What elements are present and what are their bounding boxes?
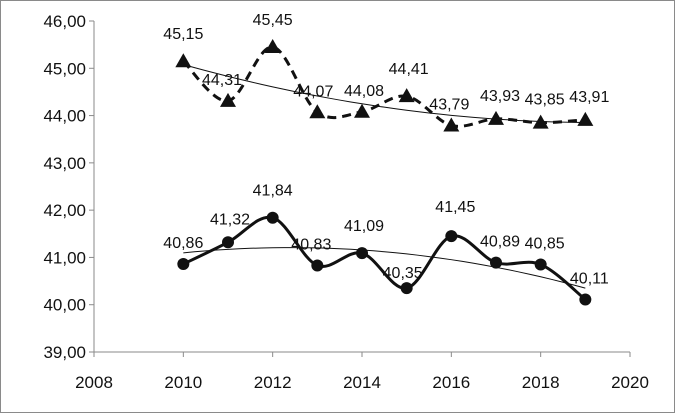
trendline (183, 64, 586, 124)
data-point-triangle (220, 92, 236, 107)
data-label: 44,31 (202, 72, 242, 89)
data-label: 43,91 (569, 89, 609, 106)
data-point-circle (534, 258, 547, 271)
data-label: 41,45 (435, 199, 475, 216)
data-label: 40,83 (291, 236, 331, 253)
data-point-triangle (309, 104, 326, 119)
data-point-circle (356, 247, 368, 260)
data-point-circle (311, 259, 324, 272)
y-tick-label: 44,00 (43, 107, 86, 126)
x-tick-label: 2008 (75, 373, 113, 392)
data-point-circle (266, 211, 279, 224)
y-tick-label: 41,00 (43, 248, 86, 267)
data-label: 44,07 (293, 83, 333, 100)
data-label: 43,79 (429, 97, 469, 114)
x-tick-label: 2010 (164, 373, 202, 392)
data-point-triangle (354, 103, 370, 118)
data-point-triangle (532, 114, 549, 129)
data-label: 44,08 (344, 83, 384, 100)
y-tick-label: 40,00 (43, 296, 86, 315)
data-label: 41,32 (210, 211, 250, 228)
data-label: 41,84 (253, 183, 293, 200)
data-label: 44,41 (389, 61, 429, 78)
trendline (183, 247, 586, 289)
data-label: 40,86 (163, 235, 203, 252)
data-point-triangle (175, 53, 192, 68)
y-tick-label: 42,00 (43, 201, 86, 220)
data-label: 40,89 (480, 234, 520, 251)
data-label: 41,09 (344, 218, 384, 235)
x-tick-label: 2018 (522, 373, 560, 392)
data-point-triangle (398, 88, 415, 103)
x-tick-label: 2016 (432, 373, 470, 392)
x-tick-label: 2012 (254, 373, 292, 392)
series-line-1 (182, 215, 587, 301)
x-tick-label: 2014 (343, 373, 381, 392)
data-point-circle (579, 293, 592, 306)
data-label: 40,35 (383, 265, 423, 282)
data-point-triangle (264, 39, 281, 54)
data-label: 45,45 (253, 12, 293, 29)
data-point-triangle (443, 117, 460, 132)
data-label: 43,85 (525, 92, 565, 109)
y-tick-label: 45,00 (43, 59, 86, 78)
y-tick-label: 39,00 (43, 343, 86, 362)
data-point-circle (177, 258, 190, 271)
data-label: 45,15 (163, 26, 203, 43)
data-point-circle (222, 236, 234, 249)
data-point-triangle (488, 110, 504, 125)
data-label: 43,93 (480, 88, 520, 105)
data-point-circle (400, 282, 413, 295)
data-point-circle (445, 230, 458, 243)
data-label: 40,85 (525, 236, 565, 253)
y-tick-label: 43,00 (43, 154, 86, 173)
y-tick-label: 46,00 (43, 12, 86, 31)
data-label: 40,11 (570, 271, 609, 288)
x-tick-label: 2020 (611, 373, 649, 392)
data-point-triangle (577, 111, 594, 126)
series-line-0 (182, 45, 586, 128)
data-point-circle (490, 256, 502, 269)
